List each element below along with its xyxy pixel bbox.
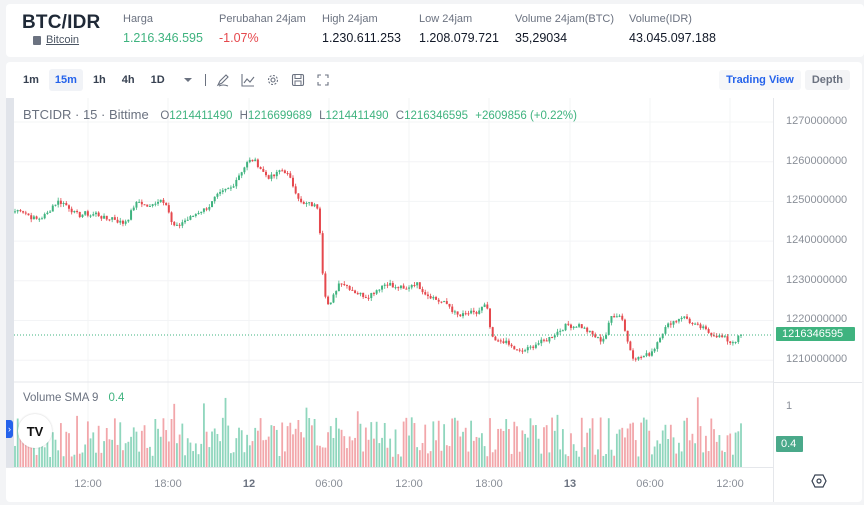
stat-4: Volume 24jam(BTC) 35,29034	[515, 13, 614, 45]
volume-sma-value: 0.4	[108, 392, 125, 404]
stat-2: High 24jam 1.230.611.253	[322, 13, 401, 45]
stat-value: -1.07%	[219, 31, 259, 45]
volume-tick: 1	[786, 400, 793, 412]
time-label: 13	[563, 478, 577, 490]
volume-last-tag: 0.4	[776, 436, 803, 452]
time-label: 06:00	[636, 478, 664, 490]
left-toolbar-strip	[6, 98, 14, 468]
open-value: 1214411490	[169, 110, 233, 122]
stat-value: 1.216.346.595	[123, 31, 203, 45]
price-tick: 1240000000	[786, 234, 848, 246]
time-label: 12:00	[74, 478, 102, 490]
price-tick: 1220000000	[786, 313, 848, 325]
chart-toolbar: 1m 15m 1h 4h 1D Trading View Depth	[6, 62, 862, 98]
stat-label: High 24jam	[322, 13, 378, 25]
time-label: 06:00	[315, 478, 343, 490]
depth-tab[interactable]: Depth	[804, 70, 850, 90]
fullscreen-icon[interactable]	[315, 72, 331, 88]
volume-legend: Volume SMA 9 0.4	[23, 392, 124, 404]
stat-value: 35,29034	[515, 31, 568, 45]
pair-title: BTC/IDR	[22, 12, 101, 33]
stat-5: Volume(IDR) 43.045.097.188	[629, 13, 716, 45]
time-label: 12:00	[395, 478, 423, 490]
stat-label: Volume 24jam(BTC)	[515, 13, 615, 25]
time-label: 12:00	[716, 478, 744, 490]
ticker-header: BTC/IDR Bitcoin Harga 1.216.346.595 Peruba…	[6, 4, 864, 57]
stat-value: 1.208.079.721	[419, 31, 499, 45]
draw-pen-icon[interactable]	[215, 72, 231, 88]
chart-settings-button[interactable]	[807, 469, 831, 493]
expand-sidebar-button[interactable]: ›	[6, 420, 13, 438]
dropdown-caret-icon[interactable]	[180, 72, 196, 88]
close-value: 1216346595	[404, 110, 469, 122]
timeframe-4h[interactable]: 4h	[121, 74, 135, 86]
chart-legend: BTCIDR · 15 · Bittime O1214411490 H12166…	[23, 107, 577, 122]
stat-0: Harga 1.216.346.595	[123, 13, 203, 45]
trading-view-tab[interactable]: Trading View	[719, 70, 801, 90]
volume-label: Volume SMA 9	[23, 392, 99, 404]
coin-name[interactable]: Bitcoin	[46, 34, 80, 46]
coin-link[interactable]: Bitcoin	[33, 34, 79, 46]
price-tick: 1210000000	[786, 353, 848, 365]
stat-value: 43.045.097.188	[629, 31, 716, 45]
stat-label: Volume(IDR)	[629, 13, 692, 25]
time-axis[interactable]: 12:00 18:00 12 06:00 12:00 18:00 13 06:00 12:00	[6, 467, 773, 502]
indicator-icon[interactable]	[240, 72, 256, 88]
timeframe-1m[interactable]: 1m	[23, 74, 39, 86]
price-tick: 1260000000	[786, 155, 848, 167]
time-label: 18:00	[154, 478, 182, 490]
toolbar-divider	[204, 74, 206, 86]
stat-value: 1.230.611.253	[322, 31, 402, 45]
candlestick-chart[interactable]	[6, 98, 773, 468]
price-axis[interactable]: 1270000000 1260000000 1250000000 1240000…	[773, 98, 862, 502]
symbol-title: BTCIDR · 15 · Bittime	[23, 107, 149, 122]
price-tick: 1230000000	[786, 274, 848, 286]
time-label: 12	[242, 478, 256, 490]
price-tick: 1270000000	[786, 115, 848, 127]
timeframe-1d[interactable]: 1D	[150, 74, 165, 86]
price-tick: 1250000000	[786, 194, 848, 206]
stat-label: Perubahan 24jam	[219, 13, 306, 25]
stat-label: Harga	[123, 13, 153, 25]
stat-3: Low 24jam 1.208.079.721	[419, 13, 499, 45]
timeframe-1h[interactable]: 1h	[92, 74, 106, 86]
settings-hex-icon	[811, 474, 827, 488]
book-icon	[33, 35, 41, 45]
timeframe-15m[interactable]: 15m	[48, 69, 83, 91]
stat-1: Perubahan 24jam -1.07%	[219, 13, 306, 45]
time-label: 18:00	[475, 478, 503, 490]
low-value: 1214411490	[325, 110, 389, 122]
change-value: +2609856 (+0.22%)	[475, 110, 577, 122]
stat-label: Low 24jam	[419, 13, 473, 25]
save-icon[interactable]	[290, 72, 306, 88]
last-price-tag: 1216346595	[776, 327, 855, 341]
chart-panel: 1m 15m 1h 4h 1D Trading View Depth BTCID…	[6, 62, 862, 502]
high-value: 1216699689	[247, 110, 312, 122]
chart-area[interactable]: BTCIDR · 15 · Bittime O1214411490 H12166…	[6, 98, 862, 502]
settings-gear-icon[interactable]	[265, 72, 281, 88]
tradingview-logo[interactable]: TV	[18, 414, 52, 448]
